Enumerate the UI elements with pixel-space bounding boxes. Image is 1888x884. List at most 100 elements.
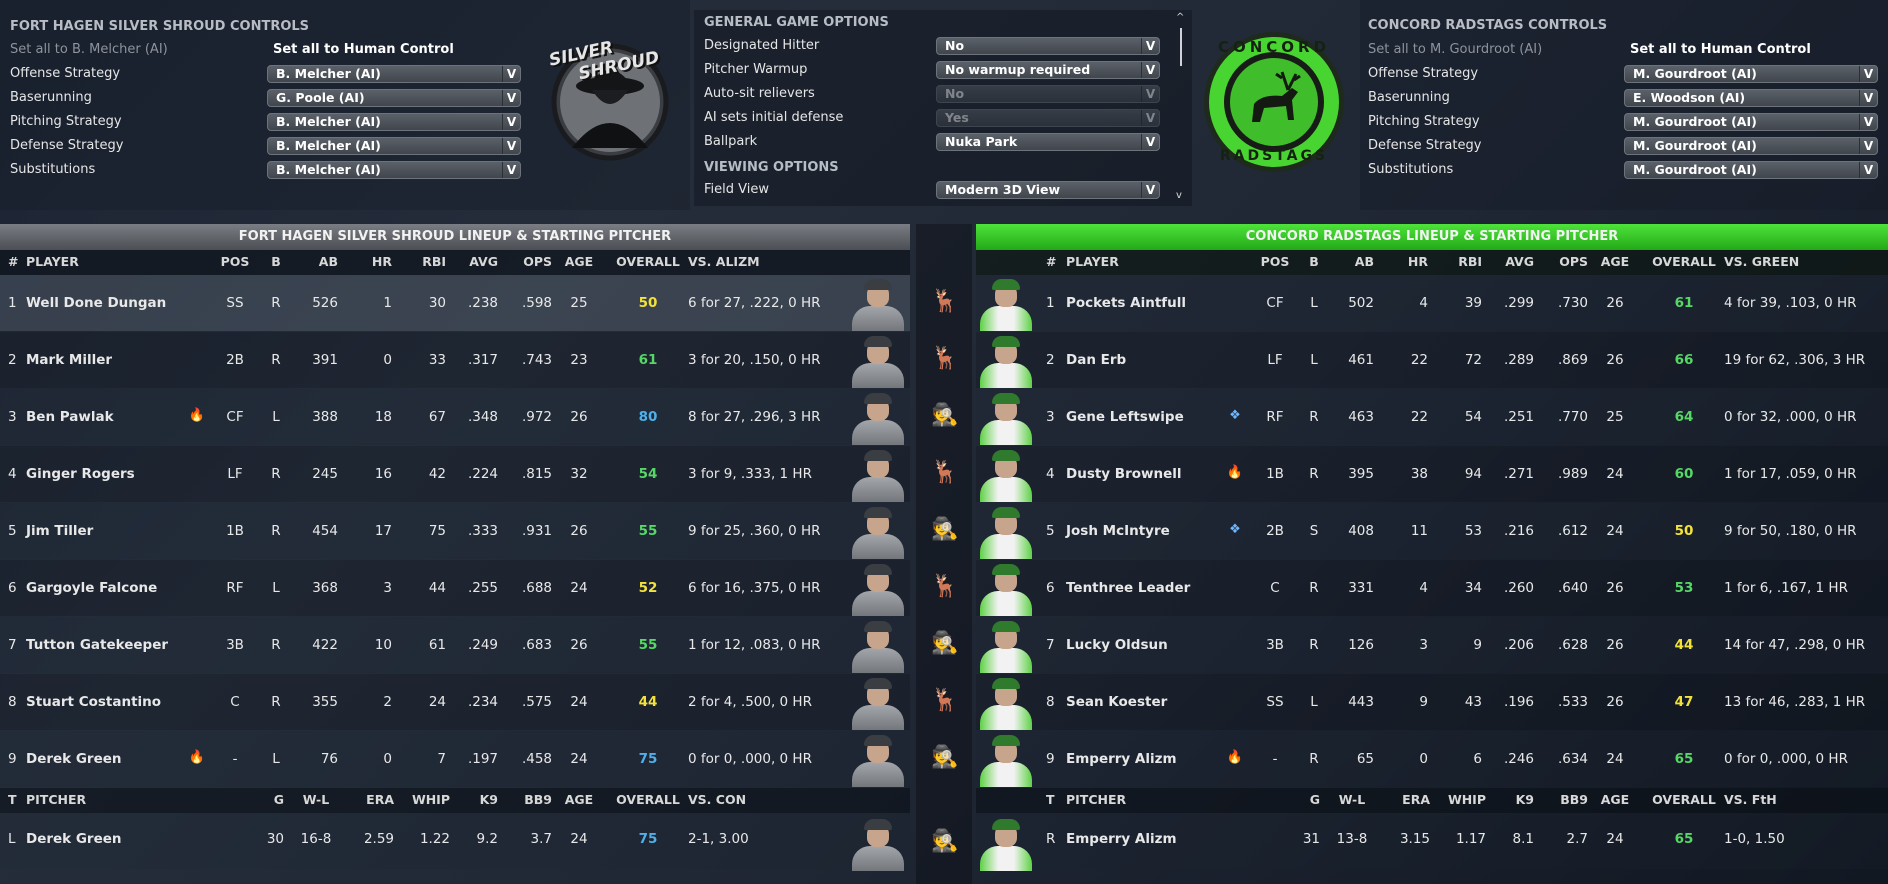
pitcher-column-header-g[interactable]: G — [273, 792, 284, 807]
table-row[interactable] — [976, 731, 1888, 787]
column-header-overall[interactable]: OVERALL — [616, 254, 680, 269]
pitcher-column-header-g[interactable]: G — [1309, 792, 1320, 807]
options-scrollbar[interactable]: ^ v — [1176, 12, 1186, 204]
column-header-num[interactable]: # — [1046, 254, 1057, 269]
cell-num: 1 — [8, 295, 17, 311]
table-row[interactable] — [0, 389, 910, 445]
scroll-down-icon[interactable]: v — [1176, 190, 1182, 201]
column-header-vs[interactable]: VS. ALIZM — [688, 254, 760, 269]
pitcher-column-header-t[interactable]: T — [8, 792, 17, 807]
table-row[interactable] — [0, 731, 910, 787]
pitcher-column-header-wl[interactable]: W-L — [302, 792, 330, 807]
table-row[interactable] — [0, 503, 910, 559]
pitcher-column-header-t[interactable]: T — [1046, 792, 1055, 807]
pitcher-column-header-k9[interactable]: K9 — [479, 792, 498, 807]
cell-pos: C — [230, 694, 240, 710]
cell-rbi: 75 — [428, 523, 446, 539]
pitcher-column-header-overall[interactable]: OVERALL — [616, 792, 680, 807]
scroll-up-icon[interactable]: ^ — [1176, 12, 1185, 23]
option-dropdown[interactable]: No V — [936, 37, 1160, 55]
column-header-ab[interactable]: AB — [318, 254, 338, 269]
column-header-age[interactable]: AGE — [564, 254, 594, 269]
pitcher-column-header-age[interactable]: AGE — [564, 792, 594, 807]
away-control-dropdown[interactable]: G. Poole (AI) V — [267, 89, 521, 107]
column-header-hr[interactable]: HR — [1407, 254, 1428, 269]
table-row[interactable] — [0, 674, 910, 730]
column-header-ab[interactable]: AB — [1354, 254, 1374, 269]
pitcher-column-header-era[interactable]: ERA — [1402, 792, 1430, 807]
home-set-all-human[interactable]: Set all to Human Control — [1630, 42, 1811, 57]
pitcher-column-header-pitcher[interactable]: PITCHER — [1066, 792, 1127, 807]
table-row[interactable] — [976, 560, 1888, 616]
table-row[interactable] — [0, 332, 910, 388]
shroud-icon: 🕵 — [931, 403, 959, 428]
table-row[interactable] — [976, 503, 1888, 559]
table-row[interactable] — [976, 446, 1888, 502]
table-row[interactable] — [976, 332, 1888, 388]
pitcher-row[interactable] — [0, 813, 910, 869]
column-header-ops[interactable]: OPS — [1559, 254, 1588, 269]
table-row[interactable] — [0, 617, 910, 673]
option-dropdown[interactable]: Nuka Park V — [936, 133, 1160, 151]
table-row[interactable] — [976, 674, 1888, 730]
home-control-dropdown[interactable]: M. Gourdroot (AI) V — [1624, 137, 1878, 155]
column-header-b[interactable]: B — [1309, 254, 1319, 269]
home-control-dropdown[interactable]: M. Gourdroot (AI) V — [1624, 113, 1878, 131]
pitcher-column-header-k9[interactable]: K9 — [1515, 792, 1534, 807]
pitcher-column-header-whip[interactable]: WHIP — [411, 792, 450, 807]
pitcher-column-header-bb9[interactable]: BB9 — [524, 792, 552, 807]
table-row[interactable] — [0, 446, 910, 502]
pitcher-column-header-pitcher[interactable]: PITCHER — [26, 792, 87, 807]
column-header-overall[interactable]: OVERALL — [1652, 254, 1716, 269]
column-header-b[interactable]: B — [271, 254, 281, 269]
column-header-player[interactable]: PLAYER — [26, 254, 79, 269]
column-header-avg[interactable]: AVG — [1505, 254, 1534, 269]
player-portrait — [848, 389, 908, 445]
pitcher-column-header-era[interactable]: ERA — [366, 792, 394, 807]
option-dropdown[interactable]: No warmup required V — [936, 61, 1160, 79]
cell-num: 5 — [8, 523, 17, 539]
column-header-hr[interactable]: HR — [371, 254, 392, 269]
away-control-dropdown[interactable]: B. Melcher (AI) V — [267, 137, 521, 155]
home-control-dropdown[interactable]: E. Woodson (AI) V — [1624, 89, 1878, 107]
pitcher-cell-bb9: 2.7 — [1566, 831, 1588, 847]
cell-rbi: 72 — [1464, 352, 1482, 368]
column-header-player[interactable]: PLAYER — [1066, 254, 1119, 269]
pitcher-column-header-vs[interactable]: VS. CON — [688, 792, 747, 807]
away-set-all-ai[interactable]: Set all to B. Melcher (AI) — [10, 42, 168, 57]
cell-rbi: 9 — [1473, 637, 1482, 653]
cell-b: L — [272, 409, 280, 425]
pitcher-column-header-vs[interactable]: VS. FtH — [1724, 792, 1777, 807]
column-header-num[interactable]: # — [8, 254, 19, 269]
table-row[interactable] — [976, 389, 1888, 445]
cell-overall: 53 — [1674, 580, 1694, 596]
away-control-dropdown[interactable]: B. Melcher (AI) V — [267, 161, 521, 179]
column-header-avg[interactable]: AVG — [469, 254, 498, 269]
column-header-rbi[interactable]: RBI — [422, 254, 446, 269]
pitcher-portrait — [976, 815, 1036, 871]
field-view-dropdown[interactable]: Modern 3D View V — [936, 181, 1160, 199]
column-header-pos[interactable]: POS — [220, 254, 250, 269]
column-header-ops[interactable]: OPS — [523, 254, 552, 269]
scroll-thumb[interactable] — [1180, 28, 1182, 66]
table-row[interactable] — [0, 275, 910, 331]
pitcher-column-header-bb9[interactable]: BB9 — [1560, 792, 1588, 807]
table-row[interactable] — [976, 617, 1888, 673]
pitcher-column-header-whip[interactable]: WHIP — [1447, 792, 1486, 807]
home-set-all-ai[interactable]: Set all to M. Gourdroot (AI) — [1368, 42, 1543, 57]
pitcher-column-header-age[interactable]: AGE — [1600, 792, 1630, 807]
pitcher-column-header-overall[interactable]: OVERALL — [1652, 792, 1716, 807]
home-control-dropdown[interactable]: M. Gourdroot (AI) V — [1624, 65, 1878, 83]
column-header-rbi[interactable]: RBI — [1458, 254, 1482, 269]
away-control-dropdown[interactable]: B. Melcher (AI) V — [267, 65, 521, 83]
column-header-vs[interactable]: VS. GREEN — [1724, 254, 1800, 269]
home-control-dropdown[interactable]: M. Gourdroot (AI) V — [1624, 161, 1878, 179]
pitcher-column-header-wl[interactable]: W-L — [1338, 792, 1366, 807]
table-row[interactable] — [0, 560, 910, 616]
away-control-dropdown[interactable]: B. Melcher (AI) V — [267, 113, 521, 131]
column-header-pos[interactable]: POS — [1260, 254, 1290, 269]
table-row[interactable] — [976, 275, 1888, 331]
column-header-age[interactable]: AGE — [1600, 254, 1630, 269]
away-set-all-human[interactable]: Set all to Human Control — [273, 42, 454, 57]
pitcher-row[interactable] — [976, 813, 1888, 869]
